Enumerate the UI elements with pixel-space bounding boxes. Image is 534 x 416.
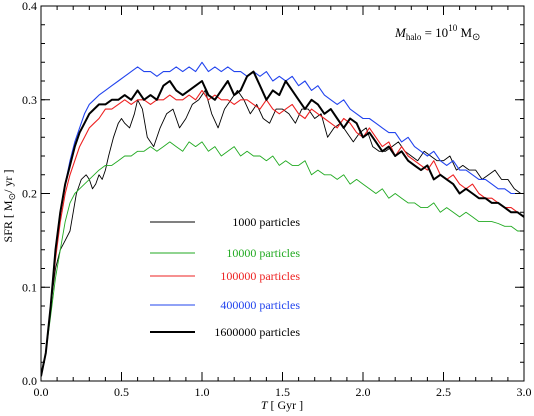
series-line-1 — [41, 89, 524, 377]
legend-label-5: 1600000 particles — [214, 325, 300, 339]
x-tick-label: 0.0 — [34, 385, 49, 399]
axis-ticks — [40, 5, 525, 382]
x-tick-label: 2.0 — [356, 385, 371, 399]
series-line-2 — [41, 141, 524, 377]
legend: 1000 particles 10000 particles 100000 part… — [150, 215, 300, 339]
y-tick-label: 0.4 — [22, 0, 37, 13]
x-tick-label: 1.0 — [195, 385, 210, 399]
halo-mass-annotation: Mhalo = 1010 M⊙ — [394, 23, 480, 43]
x-tick-label: 0.5 — [114, 385, 129, 399]
x-tick-label: 3.0 — [517, 385, 532, 399]
legend-label-3: 100000 particles — [220, 269, 300, 283]
legend-label-2: 10000 particles — [226, 246, 300, 260]
series-line-4 — [41, 61, 524, 377]
y-tick-label: 0.1 — [22, 280, 37, 294]
y-axis-title: SFR [ M⊙/ yr ] — [1, 170, 17, 243]
legend-label-1: 1000 particles — [232, 215, 300, 229]
y-tick-label: 0.2 — [22, 187, 37, 201]
x-axis-title: T [ Gyr ] — [261, 398, 303, 412]
x-tick-label: 1.5 — [275, 385, 290, 399]
legend-label-4: 400000 particles — [220, 298, 300, 312]
axis-tick-labels: 0.0 0.5 1.0 1.5 2.0 2.5 3.0 0.0 0.1 0.2 0.3 0.4 — [22, 0, 532, 399]
y-tick-label: 0.3 — [22, 93, 37, 107]
y-tick-label: 0.0 — [22, 374, 37, 388]
series-layer — [41, 61, 524, 377]
series-line-5 — [41, 70, 524, 377]
x-tick-label: 2.5 — [436, 385, 451, 399]
